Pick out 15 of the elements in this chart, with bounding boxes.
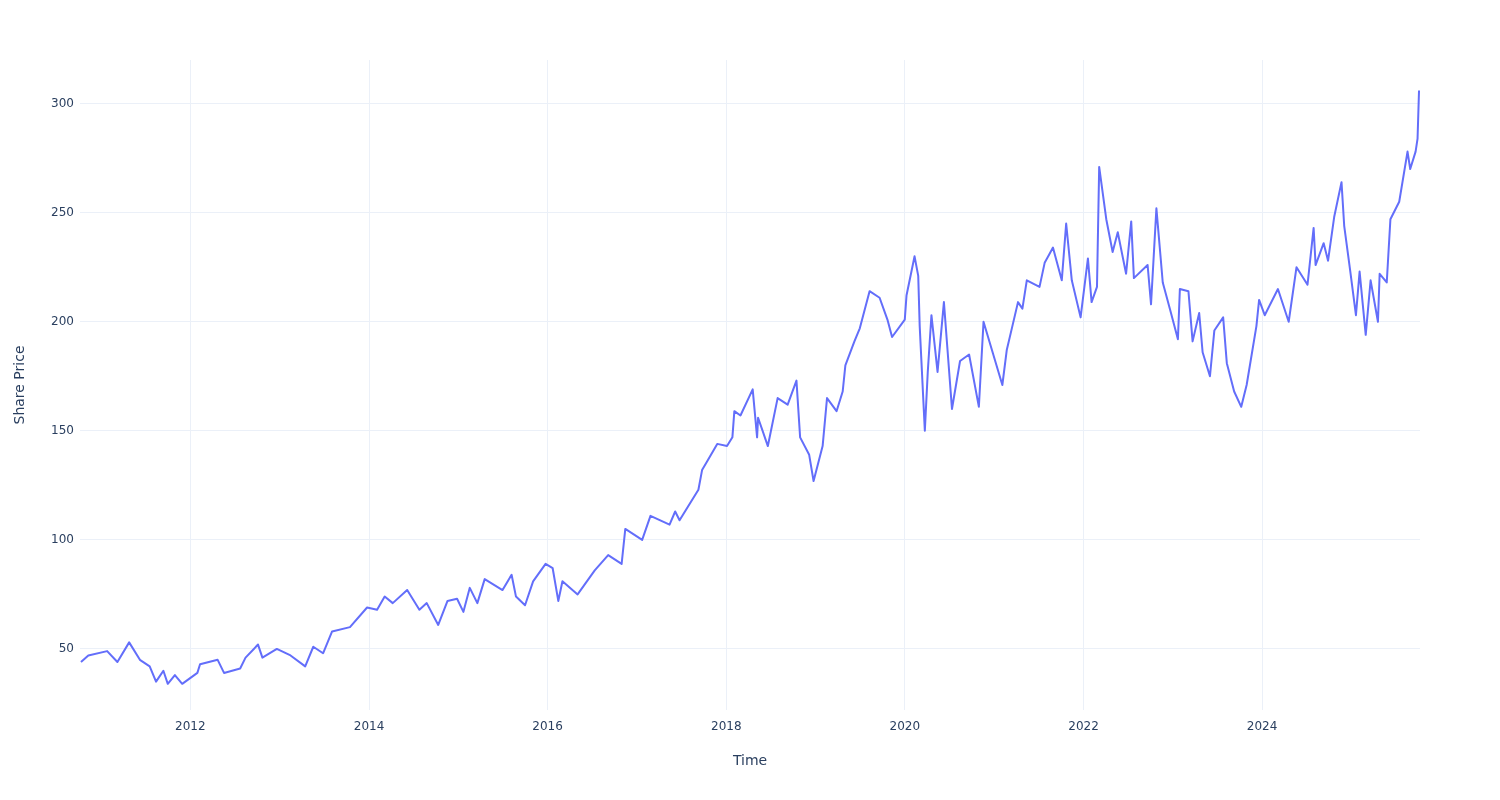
x-axis-title: Time xyxy=(731,752,768,769)
y-tick-label: 50 xyxy=(58,641,74,656)
y-tick-label: 200 xyxy=(51,313,74,328)
y-tick-label: 150 xyxy=(51,422,74,437)
x-tick-label: 2020 xyxy=(889,719,921,734)
x-tick-label: 2014 xyxy=(353,719,385,734)
y-tick-label: 300 xyxy=(51,95,74,110)
y-axis-title: Share Price xyxy=(11,345,28,425)
y-tick-label: 100 xyxy=(51,531,74,546)
x-tick-label: 2022 xyxy=(1068,719,1099,734)
x-tick-label: 2024 xyxy=(1246,719,1278,734)
x-tick-label: 2018 xyxy=(711,719,742,734)
y-tick-label: 250 xyxy=(51,204,74,219)
x-tick-label: 2012 xyxy=(175,719,206,734)
x-tick-label: 2016 xyxy=(532,719,563,734)
